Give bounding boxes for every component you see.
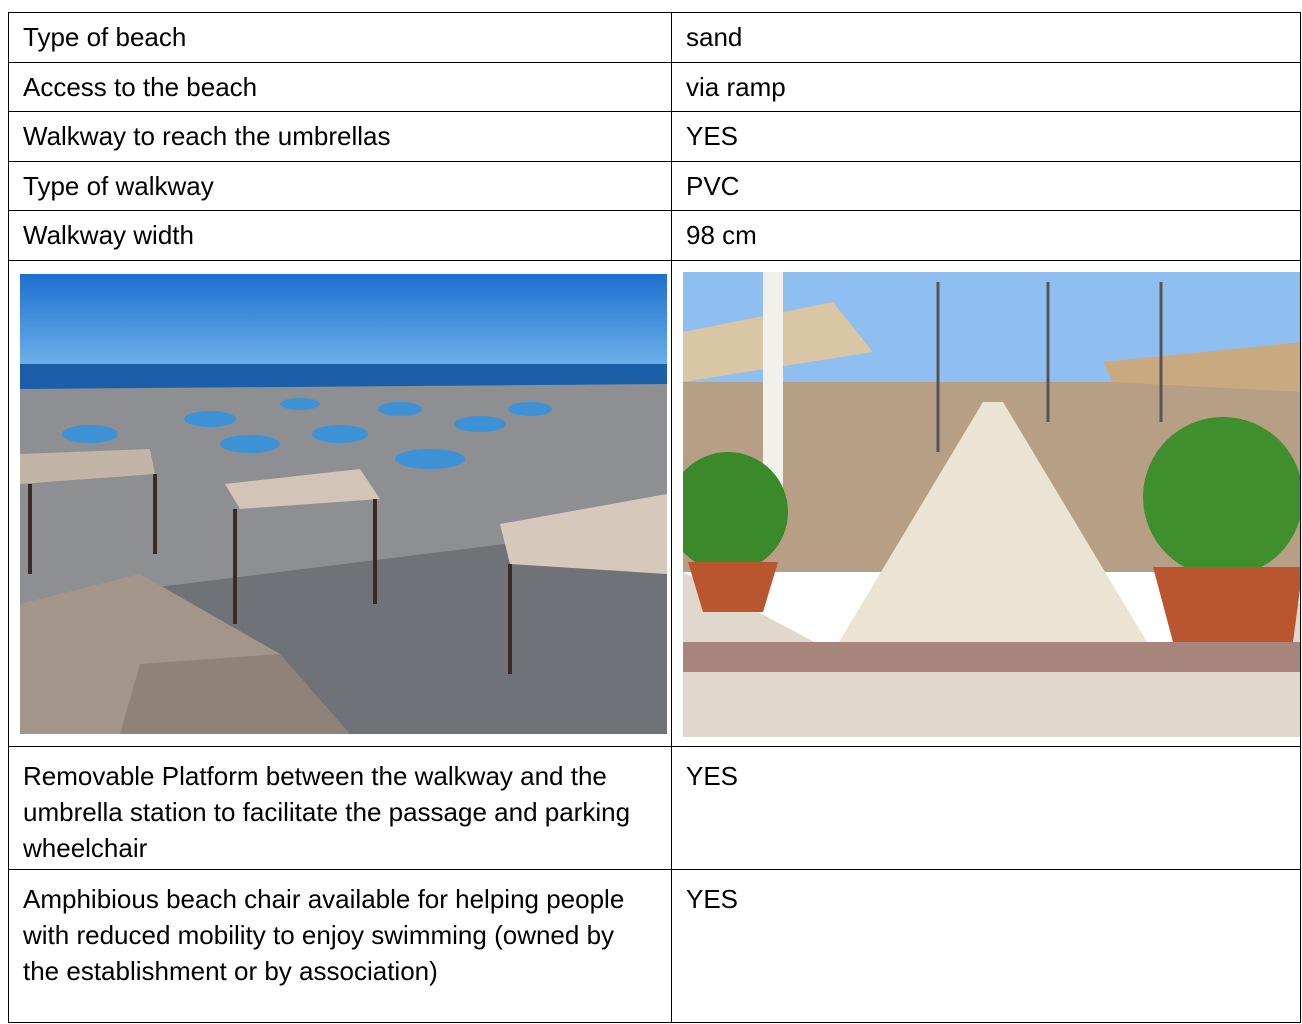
value: YES [671,745,1301,870]
value: PVC [671,160,1301,211]
label: Type of beach [8,12,672,63]
row: Amphibious beach chair available for hel… [8,868,1301,1023]
label: Amphibious beach chair available for hel… [8,868,672,1023]
row: Walkway to reach the umbrellas YES [8,111,1301,162]
value: 98 cm [671,210,1301,261]
beach-photo [20,273,667,734]
row: Removable Platform between the walkway a… [8,745,1301,870]
info-table: Type of beach sand Access to the beach via… [8,12,1301,1023]
label: Walkway to reach the umbrellas [8,111,672,162]
value: via ramp [671,61,1301,112]
label: Walkway width [8,210,672,261]
row: Type of walkway PVC [8,160,1301,211]
row: Access to the beach via ramp [8,61,1301,112]
photo-cell [8,259,672,747]
value: sand [671,12,1301,63]
value: YES [671,868,1301,1023]
label: Access to the beach [8,61,672,112]
label: Removable Platform between the walkway a… [8,745,672,870]
row: Type of beach sand [8,12,1301,63]
photo-row [8,259,1301,747]
value: YES [671,111,1301,162]
photo-cell [671,259,1301,747]
row: Walkway width 98 cm [8,210,1301,261]
label: Type of walkway [8,160,672,211]
walkway-photo [683,271,1300,737]
